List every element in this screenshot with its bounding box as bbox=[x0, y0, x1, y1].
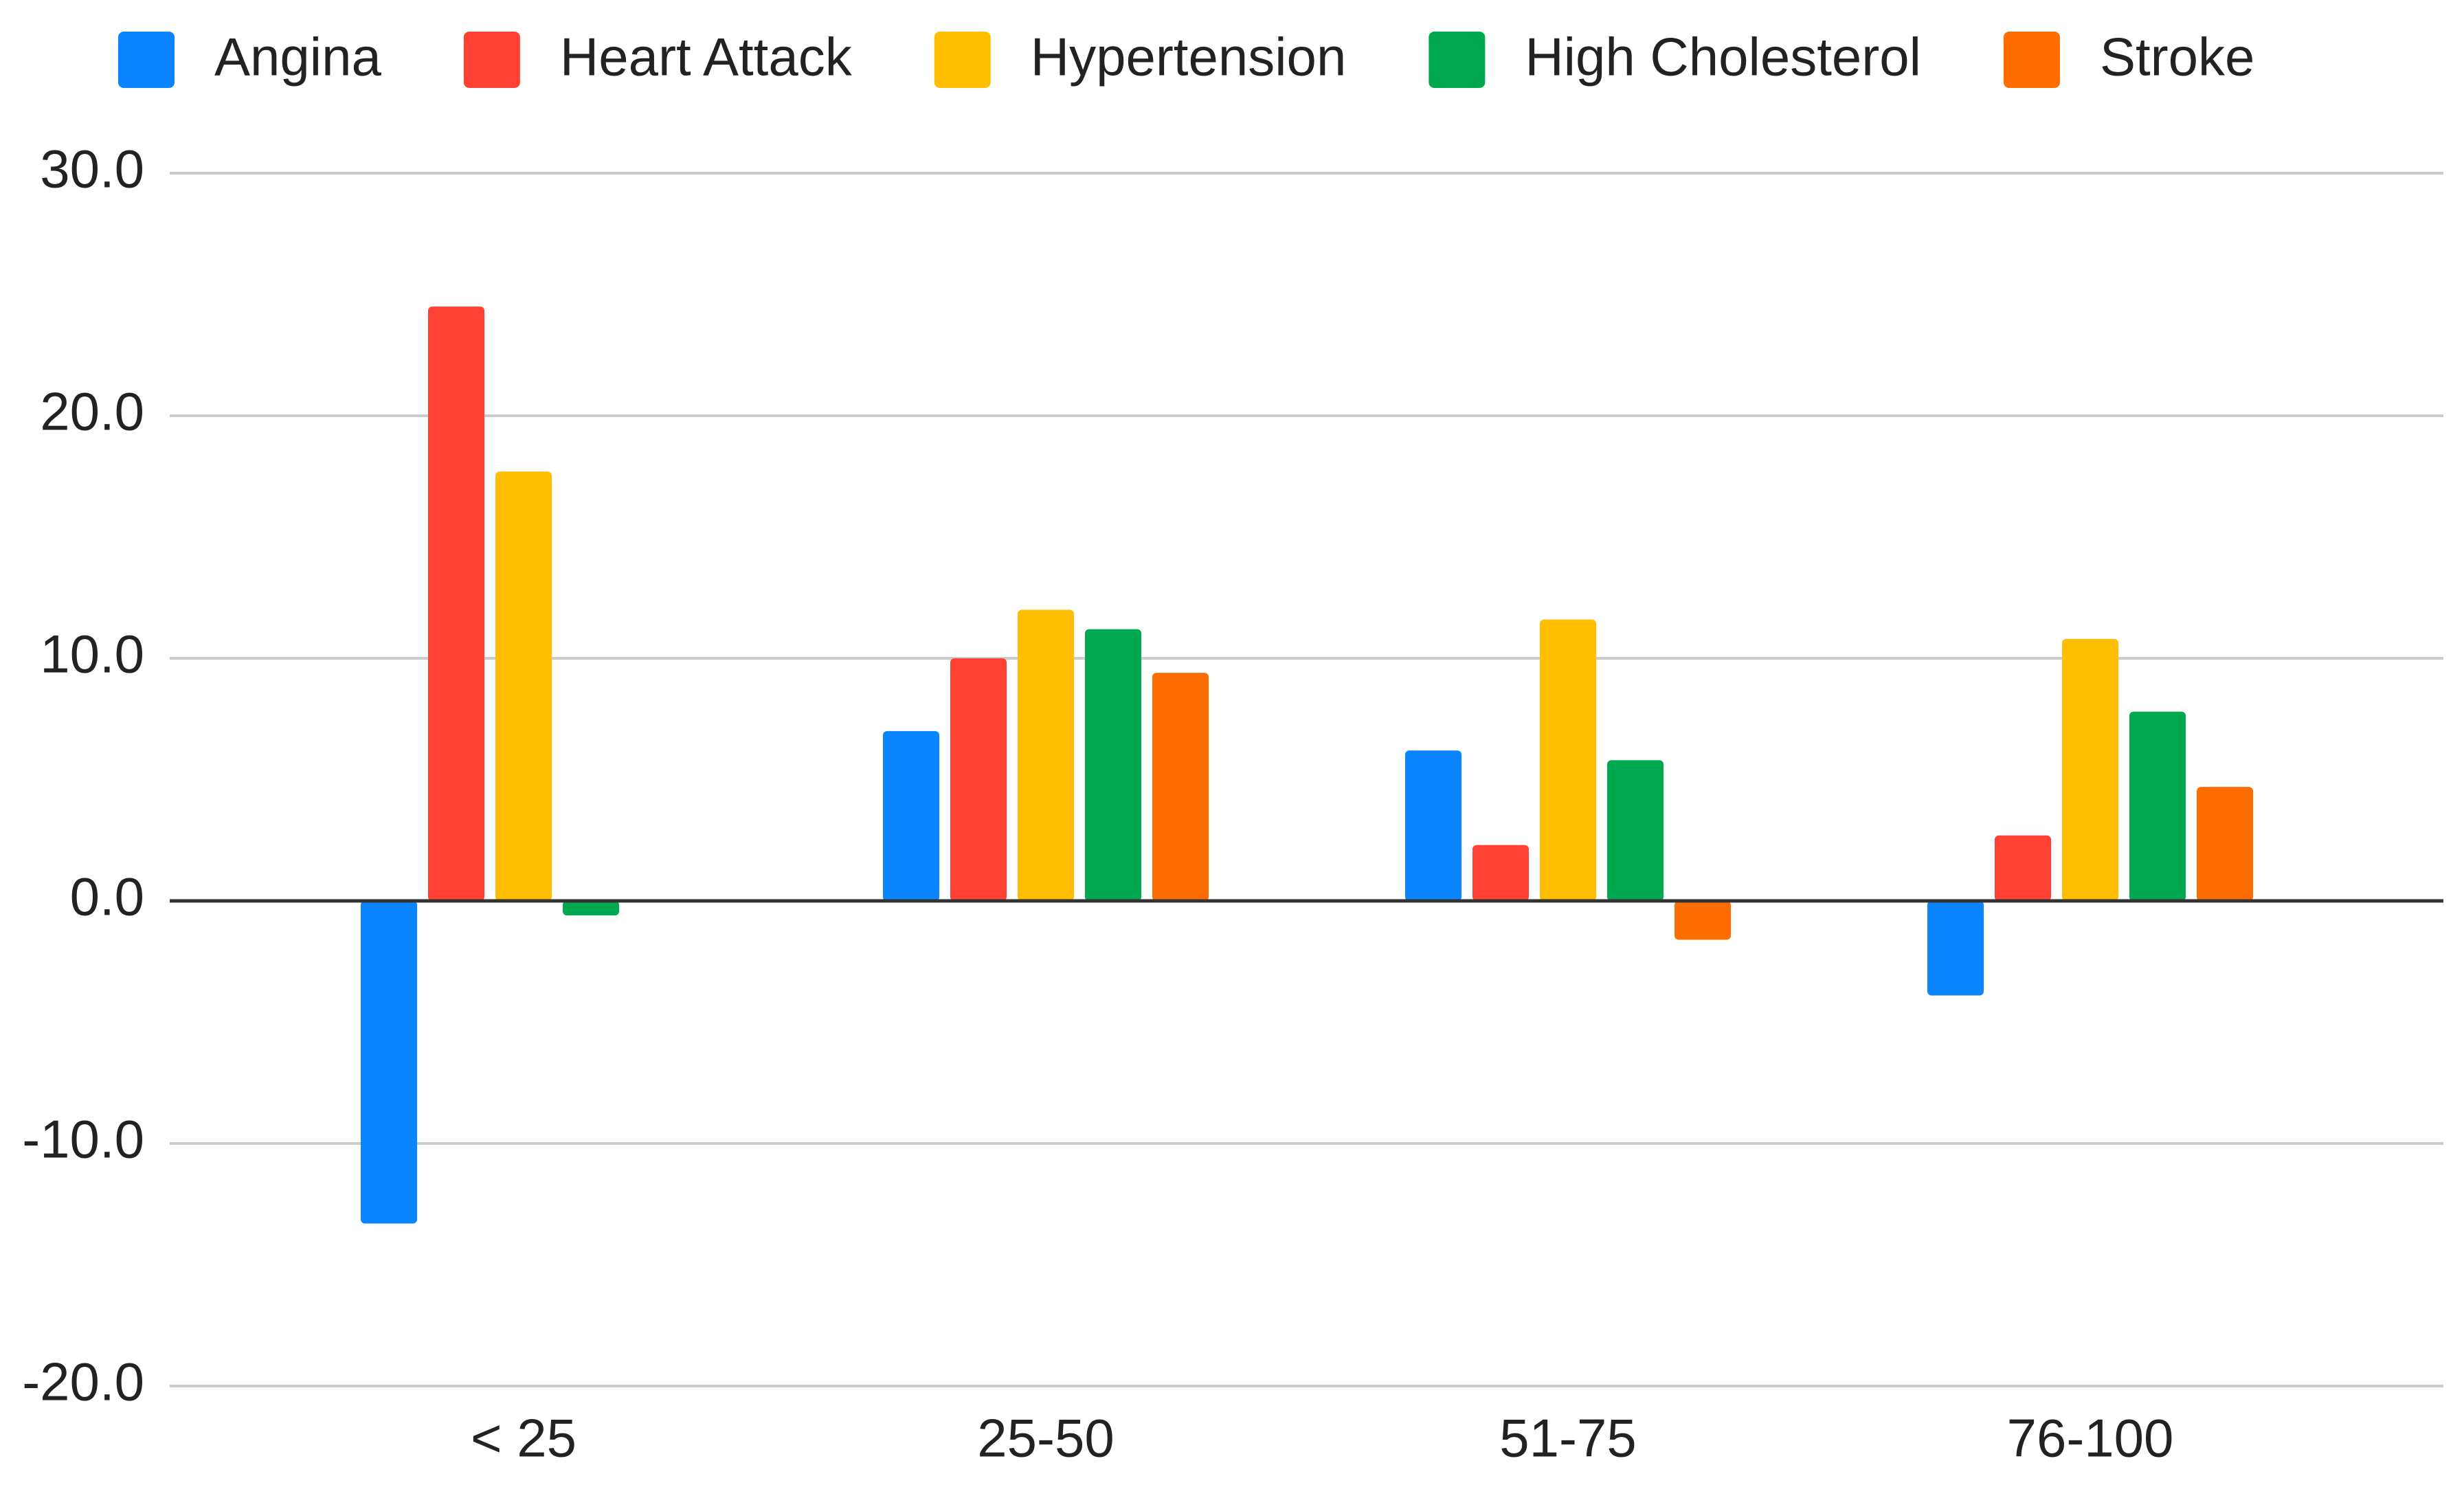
x-tick-label: 51-75 bbox=[1499, 1408, 1637, 1469]
legend-swatch bbox=[463, 32, 520, 88]
bar bbox=[2062, 638, 2118, 901]
bar bbox=[1607, 760, 1664, 901]
legend-swatch bbox=[2003, 32, 2060, 88]
bar bbox=[495, 471, 552, 901]
y-tick-label: 20.0 bbox=[40, 381, 144, 442]
bar bbox=[1675, 901, 1731, 940]
bar bbox=[428, 306, 484, 901]
bar bbox=[563, 901, 619, 916]
legend-label: Hypertension bbox=[1031, 27, 1347, 87]
bar bbox=[1540, 619, 1596, 901]
legend-swatch bbox=[934, 32, 991, 88]
bar bbox=[883, 730, 939, 901]
x-tick-label: < 25 bbox=[471, 1408, 576, 1469]
legend-label: Angina bbox=[214, 27, 381, 87]
bar bbox=[1927, 901, 1984, 996]
bar bbox=[2197, 787, 2253, 901]
y-tick-label: 30.0 bbox=[40, 139, 144, 199]
legend-label: Heart Attack bbox=[560, 27, 853, 87]
bar bbox=[1152, 673, 1209, 901]
bar bbox=[1085, 629, 1141, 901]
bar bbox=[1405, 750, 1461, 901]
bar bbox=[1995, 835, 2051, 901]
bar bbox=[2129, 711, 2186, 901]
bar bbox=[361, 901, 417, 1224]
y-tick-label: -20.0 bbox=[22, 1352, 144, 1412]
legend-label: High Cholesterol bbox=[1525, 27, 1921, 87]
y-tick-label: 0.0 bbox=[70, 867, 144, 927]
bar bbox=[1018, 610, 1074, 901]
y-tick-label: 10.0 bbox=[40, 624, 144, 684]
y-tick-label: -10.0 bbox=[22, 1109, 144, 1170]
legend-label: Stroke bbox=[2100, 27, 2254, 87]
bar bbox=[1472, 845, 1529, 901]
legend-swatch bbox=[118, 32, 175, 88]
bar bbox=[950, 658, 1007, 901]
legend-swatch bbox=[1429, 32, 1486, 88]
x-tick-label: 25-50 bbox=[977, 1408, 1115, 1469]
x-tick-label: 76-100 bbox=[2007, 1408, 2174, 1469]
